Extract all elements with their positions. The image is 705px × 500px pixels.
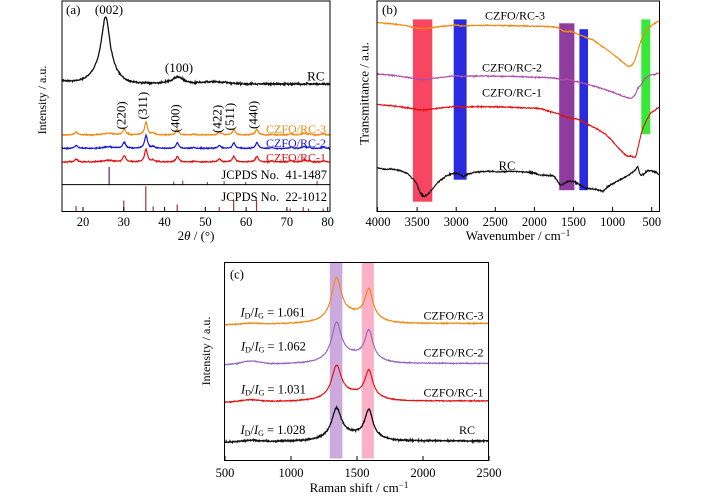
svg-text:ID/IG = 1.061: ID/IG = 1.061 — [240, 306, 306, 321]
svg-text:CZFO/RC-3: CZFO/RC-3 — [423, 309, 483, 323]
svg-text:ID/IG = 1.028: ID/IG = 1.028 — [240, 423, 306, 438]
svg-text:1500: 1500 — [561, 215, 586, 229]
svg-text:CZFO/RC-3: CZFO/RC-3 — [485, 9, 545, 23]
svg-text:ID/IG = 1.031: ID/IG = 1.031 — [240, 383, 306, 398]
svg-text:(c): (c) — [230, 268, 244, 282]
svg-text:500: 500 — [216, 466, 235, 480]
svg-text:JCPDS No. 41-1487: JCPDS No. 41-1487 — [221, 168, 327, 182]
svg-text:4000: 4000 — [366, 215, 391, 229]
svg-text:RC: RC — [499, 159, 516, 173]
svg-text:(002): (002) — [95, 2, 123, 17]
svg-text:(b): (b) — [382, 2, 397, 17]
svg-text:Wavenumber / cm−1: Wavenumber / cm−1 — [466, 228, 571, 243]
svg-text:ID/IG = 1.062: ID/IG = 1.062 — [240, 340, 306, 355]
svg-text:50: 50 — [199, 215, 212, 229]
svg-text:3500: 3500 — [405, 215, 430, 229]
svg-text:3000: 3000 — [444, 215, 469, 229]
svg-text:(400): (400) — [167, 104, 182, 132]
svg-text:(220): (220) — [114, 101, 129, 129]
svg-text:CZFO/RC-1: CZFO/RC-1 — [482, 86, 542, 100]
svg-text:RC: RC — [459, 423, 475, 437]
svg-text:20: 20 — [77, 215, 90, 229]
svg-text:2000: 2000 — [522, 215, 547, 229]
svg-text:CZFO/RC-1: CZFO/RC-1 — [423, 386, 483, 400]
svg-text:CZFO/RC-2: CZFO/RC-2 — [423, 346, 483, 360]
svg-text:500: 500 — [642, 215, 661, 229]
svg-text:2θ / (°): 2θ / (°) — [178, 228, 215, 243]
svg-text:1000: 1000 — [600, 215, 625, 229]
svg-text:(311): (311) — [135, 92, 150, 120]
svg-text:60: 60 — [240, 215, 253, 229]
svg-text:1000: 1000 — [279, 466, 304, 480]
svg-text:Intensity / a.u.: Intensity / a.u. — [35, 66, 49, 135]
svg-text:(a): (a) — [66, 2, 80, 17]
svg-text:40: 40 — [158, 215, 171, 229]
svg-text:(422): (422) — [210, 105, 225, 133]
svg-text:(511): (511) — [222, 103, 237, 131]
svg-text:2500: 2500 — [477, 466, 502, 480]
svg-text:Intensity / a.u.: Intensity / a.u. — [199, 317, 213, 386]
svg-text:30: 30 — [118, 215, 131, 229]
svg-text:CZFO/RC-2: CZFO/RC-2 — [266, 136, 326, 150]
svg-text:CZFO/RC-3: CZFO/RC-3 — [266, 122, 326, 136]
svg-text:CZFO/RC-1: CZFO/RC-1 — [266, 151, 326, 165]
svg-text:70: 70 — [281, 215, 294, 229]
svg-text:(440): (440) — [246, 101, 261, 129]
svg-text:Transmittance / a.u.: Transmittance / a.u. — [356, 42, 371, 145]
svg-text:CZFO/RC-2: CZFO/RC-2 — [482, 61, 542, 75]
svg-text:80: 80 — [321, 215, 334, 229]
svg-text:2500: 2500 — [483, 215, 508, 229]
svg-text:JCPDS No. 22-1012: JCPDS No. 22-1012 — [221, 190, 327, 204]
svg-text:RC: RC — [307, 69, 324, 84]
svg-text:Raman shift / cm−1: Raman shift / cm−1 — [310, 480, 409, 495]
svg-text:1500: 1500 — [345, 466, 370, 480]
svg-text:(100): (100) — [165, 60, 193, 75]
svg-text:2000: 2000 — [411, 466, 436, 480]
